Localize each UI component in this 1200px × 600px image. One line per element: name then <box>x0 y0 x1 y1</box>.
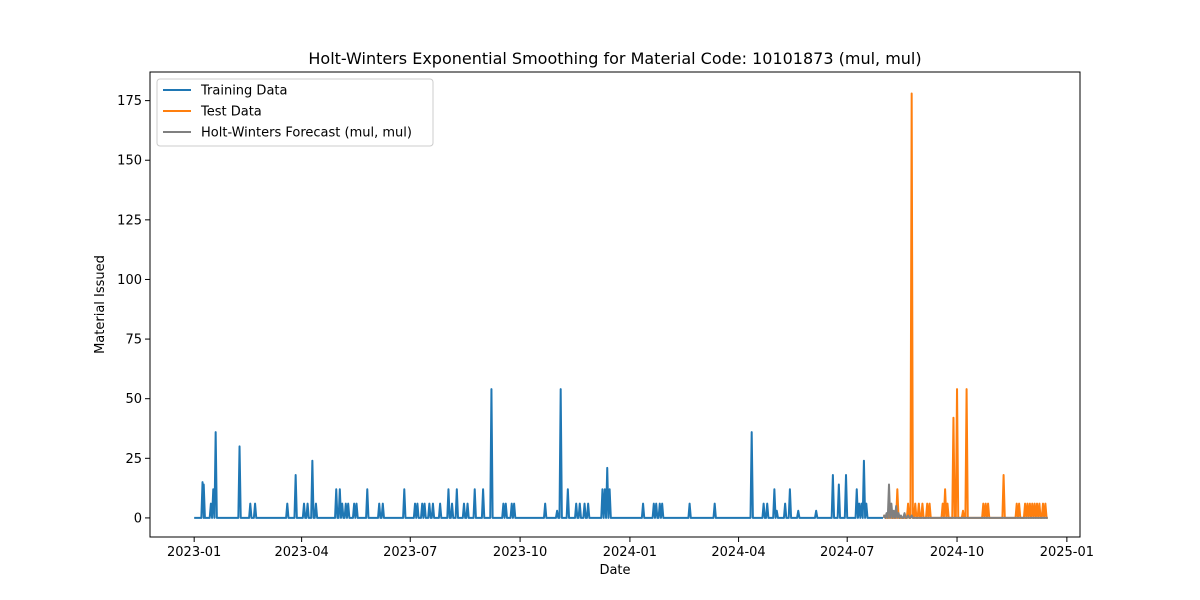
x-tick-label: 2024-07 <box>820 545 874 560</box>
y-axis: 0 25 50 75 100 125 150 175 <box>117 94 150 526</box>
y-tick-label: 50 <box>125 392 142 407</box>
x-tick-label: 2023-10 <box>493 545 547 560</box>
x-tick-label: 2024-04 <box>711 545 765 560</box>
y-tick-label: 125 <box>117 213 142 228</box>
series-line-training-data <box>194 388 884 519</box>
legend-label-training-data: Training Data <box>200 84 287 99</box>
x-tick-label: 2023-07 <box>383 545 437 560</box>
y-tick-label: 75 <box>125 333 142 348</box>
chart-title: Holt-Winters Exponential Smoothing for M… <box>308 49 921 68</box>
x-axis: 2023-01 2023-04 2023-07 2023-10 2024-01 2024-… <box>167 537 1094 560</box>
legend-frame <box>156 78 434 147</box>
series-line-test-data <box>883 92 1048 519</box>
plot-frame <box>149 71 1081 538</box>
series-layer <box>194 92 1048 519</box>
x-axis-title: Date <box>599 563 630 578</box>
y-axis-title: Material Issued <box>93 255 108 354</box>
y-tick-label: 0 <box>134 511 142 526</box>
x-tick-label: 2023-01 <box>167 545 221 560</box>
y-tick-label: 150 <box>117 154 142 169</box>
legend-label-holt-winters-forecast-mul-mul: Holt-Winters Forecast (mul, mul) <box>201 126 412 141</box>
legend-label-test-data: Test Data <box>200 105 262 120</box>
legend: Training Data Test Data Holt-Winters Forec… <box>156 78 434 147</box>
y-tick-label: 175 <box>117 94 142 109</box>
x-tick-label: 2025-01 <box>1040 545 1094 560</box>
x-tick-label: 2023-04 <box>274 545 328 560</box>
x-tick-label: 2024-01 <box>603 545 657 560</box>
series-line-holt-winters-forecast-mul-mul <box>883 483 1048 519</box>
y-tick-label: 100 <box>117 273 142 288</box>
y-tick-label: 25 <box>125 452 142 467</box>
x-tick-label: 2024-10 <box>930 545 984 560</box>
